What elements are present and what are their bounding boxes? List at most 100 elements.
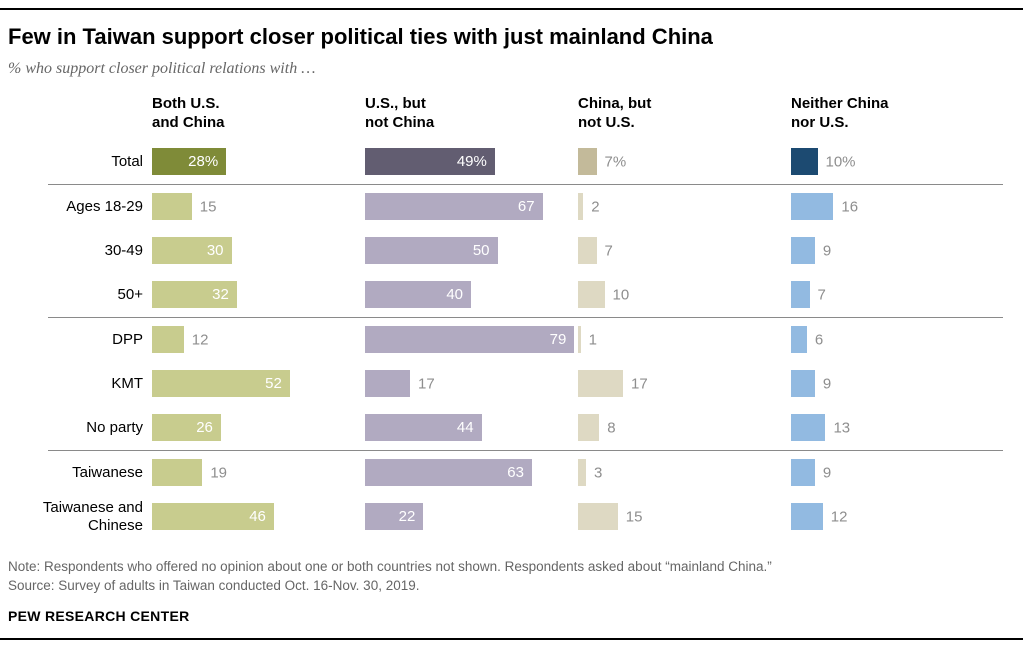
chart-row: KMT 52 17 17 9 <box>7 362 1023 406</box>
column-header-both-us-and-china: Both U.S. and China <box>152 94 365 132</box>
bar-cell: 7% <box>578 140 791 184</box>
row-label: 50+ <box>117 286 143 303</box>
bar-cell: 44 <box>365 406 578 450</box>
brand-footer: PEW RESEARCH CENTER <box>8 608 190 624</box>
bar-cell: 22 <box>365 495 578 539</box>
column-headers: Both U.S. and China U.S., but not China … <box>7 94 1023 132</box>
group-separator <box>48 317 1003 318</box>
bar-cell: 17 <box>365 362 578 406</box>
bar-china-but-not-us <box>578 326 581 353</box>
bar-cell: 10 <box>578 273 791 317</box>
group-separator <box>48 450 1003 451</box>
chart-row: 50+ 32 40 10 7 <box>7 273 1023 317</box>
bar-us-but-not-china: 79 <box>365 326 575 353</box>
bar-china-but-not-us <box>578 459 586 486</box>
bar-china-but-not-us <box>578 148 597 175</box>
bar-cell: 32 <box>152 273 365 317</box>
row-label: DPP <box>112 331 143 348</box>
bar-cell: 9 <box>791 229 1004 273</box>
chart-row: Total 28% 49% 7% 10% <box>7 140 1023 184</box>
bar-neither-china-nor-us <box>791 148 818 175</box>
bar-cell: 46 <box>152 495 365 539</box>
value-label: 7 <box>604 242 613 260</box>
value-label: 49% <box>456 153 487 170</box>
bar-both-us-and-china: 30 <box>152 237 232 264</box>
row-label: Ages 18-29 <box>66 198 143 215</box>
bar-us-but-not-china <box>365 370 411 397</box>
value-label: 40 <box>446 286 463 303</box>
chart-row: Taiwanese and Chinese 46 22 15 12 <box>7 495 1023 539</box>
row-label: No party <box>86 419 143 436</box>
bar-china-but-not-us <box>578 414 600 441</box>
bar-cell: 1 <box>578 318 791 362</box>
bar-cell: 15 <box>578 495 791 539</box>
value-label: 44 <box>456 419 474 436</box>
value-label: 22 <box>398 508 416 525</box>
bar-cell: 30 <box>152 229 365 273</box>
bar-us-but-not-china: 49% <box>365 148 495 175</box>
value-label: 7% <box>604 153 627 171</box>
value-label: 10 <box>612 286 630 304</box>
value-label: 15 <box>199 198 217 216</box>
bar-cell: 7 <box>791 273 1004 317</box>
value-label: 9 <box>822 464 832 482</box>
row-label: 30-49 <box>104 242 143 259</box>
bar-cell: 12 <box>152 318 365 362</box>
value-label: 7 <box>817 286 826 304</box>
chart-row: DPP 12 79 1 6 <box>7 318 1023 362</box>
bar-cell: 2 <box>578 185 791 229</box>
bar-cell: 79 <box>365 318 578 362</box>
bar-cell: 12 <box>791 495 1004 539</box>
column-header-china-but-not-us: China, but not U.S. <box>578 94 791 132</box>
chart-note: Note: Respondents who offered no opinion… <box>8 559 772 574</box>
value-label: 17 <box>631 375 648 393</box>
bar-cell: 9 <box>791 451 1004 495</box>
bar-cell: 13 <box>791 406 1004 450</box>
bar-neither-china-nor-us <box>791 459 815 486</box>
bar-china-but-not-us <box>578 237 597 264</box>
column-header-line: Both U.S. <box>152 95 220 112</box>
bar-china-but-not-us <box>578 281 605 308</box>
bar-cell: 6 <box>791 318 1004 362</box>
bar-both-us-and-china <box>152 459 203 486</box>
bar-cell: 67 <box>365 185 578 229</box>
bar-cell: 17 <box>578 362 791 406</box>
value-label: 12 <box>830 508 848 526</box>
row-label: Taiwanese and Chinese <box>42 499 143 534</box>
bar-cell: 9 <box>791 362 1004 406</box>
bar-neither-china-nor-us <box>791 370 815 397</box>
bar-cell: 26 <box>152 406 365 450</box>
value-label: 2 <box>591 198 600 216</box>
value-label: 46 <box>249 508 266 525</box>
value-label: 3 <box>593 464 603 482</box>
bar-us-but-not-china: 50 <box>365 237 498 264</box>
column-header-line: China, but <box>578 95 652 112</box>
value-label: 12 <box>191 331 209 349</box>
value-label: 9 <box>822 242 832 260</box>
value-label: 79 <box>549 331 567 348</box>
value-label: 30 <box>206 242 224 259</box>
column-header-us-but-not-china: U.S., but not China <box>365 94 578 132</box>
bar-neither-china-nor-us <box>791 237 815 264</box>
bar-cell: 50 <box>365 229 578 273</box>
bar-us-but-not-china: 22 <box>365 503 424 530</box>
value-label: 67 <box>517 198 535 215</box>
bar-neither-china-nor-us <box>791 326 807 353</box>
row-label: KMT <box>111 375 143 392</box>
chart-row: No party 26 44 8 13 <box>7 406 1023 450</box>
bar-chart: Both U.S. and China U.S., but not China … <box>7 94 1023 539</box>
value-label: 15 <box>625 508 643 526</box>
row-label: Total <box>111 153 143 170</box>
value-label: 10% <box>825 153 856 171</box>
bar-neither-china-nor-us <box>791 414 826 441</box>
bar-neither-china-nor-us <box>791 281 810 308</box>
bar-cell: 3 <box>578 451 791 495</box>
chart-rows: Total 28% 49% 7% 10% Ages 18-29 15 67 2 16 30-49 30… <box>7 140 1023 539</box>
column-header-neither-china-nor-us: Neither China nor U.S. <box>791 94 1004 132</box>
value-label: 1 <box>588 331 597 349</box>
value-label: 26 <box>196 419 213 436</box>
column-header-line: and China <box>152 114 225 131</box>
bar-cell: 16 <box>791 185 1004 229</box>
column-header-line: not U.S. <box>578 114 635 131</box>
bar-both-us-and-china: 28% <box>152 148 227 175</box>
